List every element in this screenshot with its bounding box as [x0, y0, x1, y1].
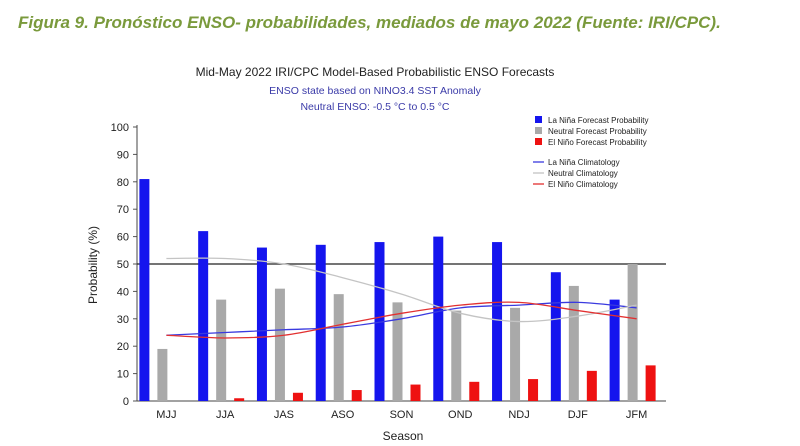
- y-tick-label: 30: [117, 314, 129, 326]
- y-tick-label: 10: [117, 369, 129, 381]
- bar-la-ni-a-forecast-probability: [550, 272, 561, 401]
- y-tick-label: 90: [117, 149, 129, 161]
- bar-neutral-forecast-probability: [451, 310, 462, 401]
- bar-neutral-forecast-probability: [157, 348, 168, 401]
- bar-el-ni-o-forecast-probability: [351, 390, 362, 401]
- legend-swatch: [535, 127, 542, 134]
- y-tick-label: 50: [117, 259, 129, 271]
- chart-subtitle-1: ENSO state based on NINO3.4 SST Anomaly: [269, 85, 481, 97]
- line-neutral-climatology: [166, 257, 637, 323]
- bar-el-ni-o-forecast-probability: [410, 384, 421, 401]
- legend-swatch: [535, 138, 542, 145]
- legend-label: Neutral Forecast Probability: [548, 127, 647, 136]
- x-tick-label: JAS: [274, 409, 294, 421]
- y-axis-label: Probability (%): [86, 226, 100, 304]
- plot-axes: 0 10 20 30 40 50 60 70 80 90 100 MJJ JJA JAS ASO SON OND…: [111, 122, 666, 421]
- bar-el-ni-o-forecast-probability: [292, 392, 303, 401]
- bar-neutral-forecast-probability: [333, 294, 344, 401]
- chart-title: Mid-May 2022 IRI/CPC Model-Based Probabi…: [196, 65, 555, 79]
- legend-swatch: [535, 116, 542, 123]
- bar-neutral-forecast-probability: [568, 285, 579, 401]
- line-la-ni-a-climatology: [166, 301, 637, 336]
- x-tick-label: OND: [448, 409, 473, 421]
- y-tick-label: 80: [117, 177, 129, 189]
- chart-legend: La Niña Forecast Probability Neutral Fore…: [533, 116, 649, 189]
- y-tick-label: 0: [123, 396, 129, 408]
- x-axis-label: Season: [383, 429, 424, 443]
- x-tick-label: MJJ: [156, 409, 176, 421]
- legend-label: El Niño Climatology: [548, 180, 618, 189]
- bar-el-ni-o-forecast-probability: [586, 370, 597, 401]
- y-tick-label: 60: [117, 232, 129, 244]
- bar-neutral-forecast-probability: [627, 264, 638, 401]
- bar-neutral-forecast-probability: [510, 307, 521, 401]
- y-tick-label: 70: [117, 204, 129, 216]
- bar-el-ni-o-forecast-probability: [469, 381, 480, 401]
- bar-neutral-forecast-probability: [274, 288, 285, 401]
- climatology-curves-group: [166, 257, 637, 339]
- x-tick-label: JFM: [626, 409, 647, 421]
- bar-la-ni-a-forecast-probability: [315, 244, 326, 401]
- bar-la-ni-a-forecast-probability: [492, 242, 503, 401]
- legend-label: El Niño Forecast Probability: [548, 138, 647, 147]
- y-tick-label: 40: [117, 286, 129, 298]
- legend-label: La Niña Forecast Probability: [548, 116, 649, 125]
- bar-neutral-forecast-probability: [216, 299, 227, 401]
- x-tick-label: JJA: [216, 409, 235, 421]
- legend-label: Neutral Climatology: [548, 169, 618, 178]
- legend-label: La Niña Climatology: [548, 158, 620, 167]
- figure-caption: Figura 9. Pronóstico ENSO- probabilidade…: [18, 13, 721, 32]
- x-tick-label: SON: [390, 409, 414, 421]
- y-tick-label: 100: [111, 122, 129, 134]
- bar-la-ni-a-forecast-probability: [433, 236, 444, 401]
- x-tick-label: ASO: [331, 409, 355, 421]
- x-tick-label: DJF: [568, 409, 588, 421]
- y-tick-label: 20: [117, 341, 129, 353]
- bar-series-group: [139, 179, 656, 401]
- bar-la-ni-a-forecast-probability: [374, 242, 385, 401]
- bar-la-ni-a-forecast-probability: [198, 231, 209, 401]
- x-tick-label: NDJ: [508, 409, 529, 421]
- bar-la-ni-a-forecast-probability: [256, 247, 267, 401]
- bar-neutral-forecast-probability: [392, 302, 403, 401]
- bar-la-ni-a-forecast-probability: [139, 179, 150, 401]
- bar-el-ni-o-forecast-probability: [528, 379, 539, 401]
- bar-el-ni-o-forecast-probability: [234, 398, 245, 401]
- chart-subtitle-2: Neutral ENSO: -0.5 °C to 0.5 °C: [300, 101, 449, 113]
- bar-el-ni-o-forecast-probability: [645, 365, 656, 401]
- bar-la-ni-a-forecast-probability: [609, 299, 620, 401]
- line-el-ni-o-climatology: [166, 301, 637, 339]
